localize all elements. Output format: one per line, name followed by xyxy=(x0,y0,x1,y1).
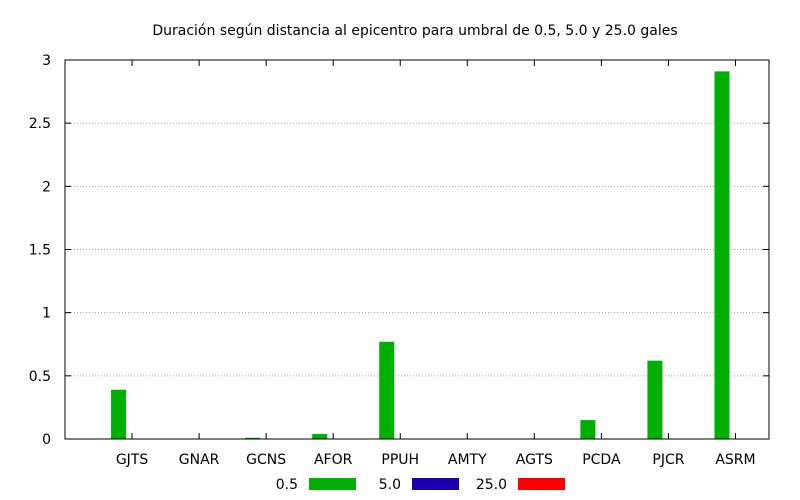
bar-series-0 xyxy=(714,71,730,440)
y-tick-label: 2 xyxy=(42,179,51,195)
bars xyxy=(111,71,730,440)
x-tick-label: AFOR xyxy=(314,452,353,468)
gridlines xyxy=(65,122,769,377)
y-axis-ticks: 0 0.5 1 1.5 2 2.5 3 xyxy=(29,53,769,448)
x-axis-labels: GJTS GNAR GCNS AFOR PPUH AMTY AGTS PCDA PJCR ASRM xyxy=(116,60,756,468)
chart-title: Duración según distancia al epicentro pa… xyxy=(152,23,677,39)
y-tick-label: 3 xyxy=(42,53,51,69)
bar-series-0 xyxy=(312,433,328,439)
bar-series-0 xyxy=(647,360,663,439)
x-tick-label: AMTY xyxy=(448,452,487,468)
y-tick-label: 1 xyxy=(42,306,51,322)
bar-series-0 xyxy=(111,389,127,439)
x-tick-label: GNAR xyxy=(179,452,220,468)
bar-series-0 xyxy=(245,437,261,439)
x-tick-label: PJCR xyxy=(652,452,684,468)
legend-label: 0.5 xyxy=(276,477,298,493)
x-tick-label: GCNS xyxy=(246,452,286,468)
x-tick-label: AGTS xyxy=(516,452,553,468)
legend-swatch xyxy=(309,478,356,490)
legend-label: 5.0 xyxy=(379,477,401,493)
bar-series-0 xyxy=(379,341,395,439)
y-tick-label: 0 xyxy=(42,432,51,448)
x-tick-label: ASRM xyxy=(715,452,755,468)
legend-swatch xyxy=(412,478,459,490)
y-tick-label: 1.5 xyxy=(29,243,51,259)
x-tick-label: PPUH xyxy=(381,452,419,468)
legend-swatch xyxy=(518,478,565,490)
legend-label: 25.0 xyxy=(476,477,507,493)
legend: 0.5 5.0 25.0 xyxy=(276,477,565,493)
y-tick-label: 2.5 xyxy=(29,116,51,132)
bar-series-0 xyxy=(580,420,596,439)
x-tick-label: GJTS xyxy=(116,452,149,468)
y-tick-label: 0.5 xyxy=(29,369,51,385)
x-tick-label: PCDA xyxy=(582,452,621,468)
